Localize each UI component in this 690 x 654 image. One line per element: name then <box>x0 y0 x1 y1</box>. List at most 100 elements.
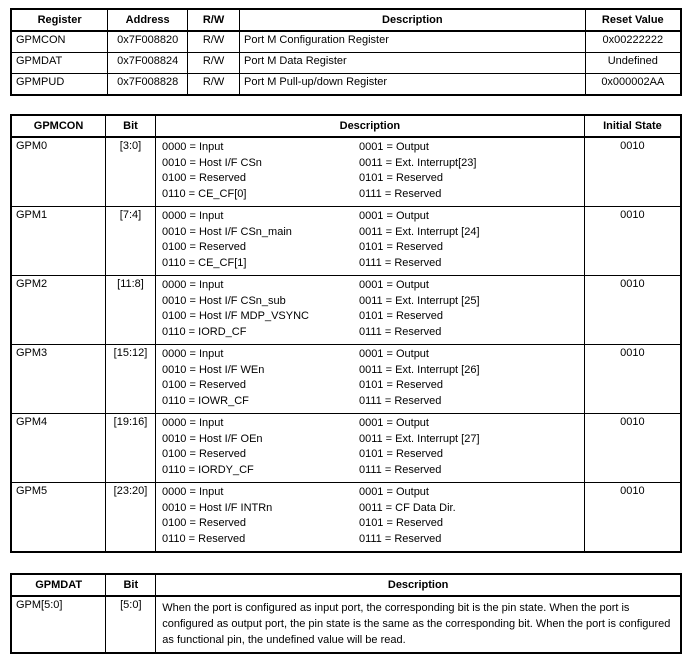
option: 0100 = Reserved <box>161 379 247 391</box>
option: 0101 = Reserved <box>358 310 444 322</box>
field-initial-state: 0010 <box>583 413 682 483</box>
option: 0101 = Reserved <box>358 448 444 460</box>
table-row: GPMDAT 0x7F008824 R/W Port M Data Regist… <box>10 52 682 74</box>
option-list-right: 0001 = Output 0011 = Ext. Interrupt [25]… <box>359 278 580 340</box>
field-name: GPM2 <box>10 275 107 345</box>
option: 0010 = Host I/F CSn_sub <box>161 294 286 307</box>
field-description: 0000 = Input 0010 = Host I/F WEn 0100 = … <box>154 344 585 414</box>
option: 0011 = Ext. Interrupt [26] <box>358 363 480 376</box>
option: 0001 = Output <box>358 486 429 498</box>
register-rw: R/W <box>187 30 240 53</box>
option: 0011 = Ext. Interrupt [25] <box>358 294 480 307</box>
option: 0110 = IORD_CF <box>161 325 247 338</box>
option-list-left: 0000 = Input 0010 = Host I/F CSn_sub 010… <box>162 278 359 340</box>
col-header-description: Description <box>154 114 585 138</box>
option: 0010 = Host I/F INTRn <box>161 501 273 514</box>
field-initial-state: 0010 <box>583 136 682 207</box>
col-header-gpmcon: GPMCON <box>10 114 107 138</box>
col-header-reset-value: Reset Value <box>584 8 682 32</box>
col-header-bit: Bit <box>105 114 156 138</box>
gpmdat-table: GPMDAT Bit Description GPM[5:0] [5:0] Wh… <box>10 573 682 654</box>
field-name: GPM5 <box>10 482 107 553</box>
option: 0000 = Input <box>161 141 224 153</box>
field-name: GPM3 <box>10 344 107 414</box>
option: 0101 = Reserved <box>358 172 444 184</box>
option: 0110 = Reserved <box>161 532 246 545</box>
field-description: 0000 = Input 0010 = Host I/F CSn_sub 010… <box>154 275 585 345</box>
option: 0101 = Reserved <box>358 517 444 529</box>
option: 0011 = Ext. Interrupt[23] <box>358 156 477 169</box>
field-name: GPM[5:0] <box>10 595 107 654</box>
field-initial-state: 0010 <box>583 206 682 276</box>
table-row: GPM5 [23:20] 0000 = Input 0010 = Host I/… <box>10 482 682 553</box>
table-row: GPM1 [7:4] 0000 = Input 0010 = Host I/F … <box>10 206 682 276</box>
option: 0111 = Reserved <box>358 187 442 200</box>
field-bit-range: [23:20] <box>105 482 156 553</box>
register-name: GPMPUD <box>10 73 109 96</box>
option: 0001 = Output <box>358 141 429 153</box>
option: 0111 = Reserved <box>358 256 442 269</box>
option: 0011 = Ext. Interrupt [27] <box>358 432 480 445</box>
register-reset-value: Undefined <box>584 52 682 74</box>
field-bit-range: [11:8] <box>105 275 156 345</box>
option-list-left: 0000 = Input 0010 = Host I/F CSn_main 01… <box>162 209 359 271</box>
option: 0010 = Host I/F WEn <box>161 363 265 376</box>
option: 0001 = Output <box>358 210 429 222</box>
option: 0101 = Reserved <box>358 379 444 391</box>
field-bit-range: [3:0] <box>105 136 156 207</box>
option: 0110 = IORDY_CF <box>161 463 254 476</box>
gpmdat-header-row: GPMDAT Bit Description <box>10 573 682 597</box>
option: 0000 = Input <box>161 348 224 360</box>
option: 0011 = CF Data Dir. <box>358 501 456 514</box>
option-list-right: 0001 = Output 0011 = Ext. Interrupt [24]… <box>359 209 580 271</box>
field-description: 0000 = Input 0010 = Host I/F OEn 0100 = … <box>154 413 585 483</box>
register-summary-header-row: Register Address R/W Description Reset V… <box>10 8 682 32</box>
field-bit-range: [7:4] <box>105 206 156 276</box>
option: 0000 = Input <box>161 279 224 291</box>
table-row: GPMPUD 0x7F008828 R/W Port M Pull-up/dow… <box>10 73 682 96</box>
option: 0110 = CE_CF[0] <box>161 187 247 200</box>
field-description: 0000 = Input 0010 = Host I/F INTRn 0100 … <box>154 482 585 553</box>
col-header-address: Address <box>107 8 189 32</box>
datasheet-page: Register Address R/W Description Reset V… <box>10 8 682 654</box>
col-header-initial-state: Initial State <box>583 114 682 138</box>
option: 0111 = Reserved <box>358 325 442 338</box>
option-list-right: 0001 = Output 0011 = Ext. Interrupt [26]… <box>359 347 580 409</box>
field-initial-state: 0010 <box>583 275 682 345</box>
table-row: GPM2 [11:8] 0000 = Input 0010 = Host I/F… <box>10 275 682 345</box>
field-description: When the port is configured as input por… <box>155 595 682 654</box>
option: 0010 = Host I/F CSn_main <box>161 225 292 238</box>
field-description: 0000 = Input 0010 = Host I/F CSn_main 01… <box>154 206 585 276</box>
register-reset-value: 0x00222222 <box>584 30 682 53</box>
table-row: GPM[5:0] [5:0] When the port is configur… <box>10 595 682 654</box>
col-header-bit: Bit <box>105 573 157 597</box>
register-address: 0x7F008820 <box>107 30 189 53</box>
option: 0101 = Reserved <box>358 241 444 253</box>
option: 0100 = Reserved <box>161 517 247 529</box>
table-row: GPM3 [15:12] 0000 = Input 0010 = Host I/… <box>10 344 682 414</box>
col-header-description: Description <box>155 573 682 597</box>
col-header-register: Register <box>10 8 109 32</box>
field-initial-state: 0010 <box>583 482 682 553</box>
option: 0000 = Input <box>161 486 224 498</box>
option: 0111 = Reserved <box>358 394 442 407</box>
field-name: GPM0 <box>10 136 107 207</box>
col-header-description: Description <box>238 8 586 32</box>
register-rw: R/W <box>187 73 240 96</box>
register-address: 0x7F008824 <box>107 52 189 74</box>
col-header-rw: R/W <box>187 8 240 32</box>
option: 0100 = Reserved <box>161 448 247 460</box>
table-row: GPMCON 0x7F008820 R/W Port M Configurati… <box>10 30 682 53</box>
option: 0001 = Output <box>358 279 429 291</box>
option: 0111 = Reserved <box>358 532 442 545</box>
register-reset-value: 0x000002AA <box>584 73 682 96</box>
register-description: Port M Configuration Register <box>238 30 586 53</box>
option: 0100 = Reserved <box>161 241 247 253</box>
gpmcon-header-row: GPMCON Bit Description Initial State <box>10 114 682 138</box>
option: 0110 = IOWR_CF <box>161 394 249 407</box>
option-list-left: 0000 = Input 0010 = Host I/F INTRn 0100 … <box>162 485 359 547</box>
option: 0100 = Host I/F MDP_VSYNC <box>161 310 309 322</box>
field-initial-state: 0010 <box>583 344 682 414</box>
col-header-gpmdat: GPMDAT <box>10 573 107 597</box>
option: 0000 = Input <box>161 210 224 222</box>
